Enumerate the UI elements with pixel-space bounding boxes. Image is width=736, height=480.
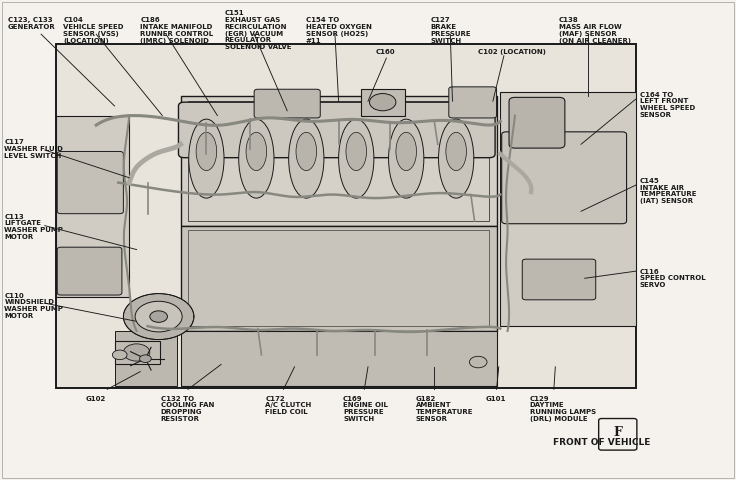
Circle shape	[124, 344, 150, 361]
Bar	[188, 101, 489, 221]
Ellipse shape	[238, 119, 274, 198]
Circle shape	[135, 301, 182, 332]
Text: C186
INTAKE MANIFOLD
RUNNER CONTROL
(IMRC) SOLENOID: C186 INTAKE MANIFOLD RUNNER CONTROL (IMR…	[141, 17, 213, 44]
Text: G102: G102	[85, 396, 105, 402]
Text: FRONT OF VEHICLE: FRONT OF VEHICLE	[553, 438, 651, 447]
FancyBboxPatch shape	[598, 419, 637, 450]
Ellipse shape	[196, 132, 216, 170]
Bar	[56, 116, 130, 298]
Text: C169
ENGINE OIL
PRESSURE
SWITCH: C169 ENGINE OIL PRESSURE SWITCH	[343, 396, 388, 422]
Text: C113
LIFTGATE
WASHER PUMP
MOTOR: C113 LIFTGATE WASHER PUMP MOTOR	[4, 214, 63, 240]
Ellipse shape	[289, 119, 324, 198]
FancyBboxPatch shape	[523, 259, 595, 300]
Text: C145
INTAKE AIR
TEMPERATURE
(IAT) SENSOR: C145 INTAKE AIR TEMPERATURE (IAT) SENSOR	[640, 178, 697, 204]
Ellipse shape	[339, 119, 374, 198]
Text: C102 (LOCATION): C102 (LOCATION)	[478, 48, 546, 55]
Bar	[361, 89, 405, 116]
FancyBboxPatch shape	[57, 247, 122, 295]
FancyBboxPatch shape	[254, 89, 320, 118]
Text: C151
EXHAUST GAS
RECIRCULATION
(EGR) VACUUM
REGULATOR
SOLENOID VALVE: C151 EXHAUST GAS RECIRCULATION (EGR) VAC…	[224, 10, 291, 50]
Text: C160: C160	[375, 48, 395, 55]
Ellipse shape	[296, 132, 316, 170]
Text: C117
WASHER FLUID
LEVEL SWITCH: C117 WASHER FLUID LEVEL SWITCH	[4, 140, 63, 159]
Text: C154 TO
HEATED OXYGEN
SENSOR (HO2S)
#11: C154 TO HEATED OXYGEN SENSOR (HO2S) #11	[305, 17, 372, 44]
Ellipse shape	[446, 132, 467, 170]
FancyBboxPatch shape	[502, 132, 626, 224]
Circle shape	[124, 294, 194, 339]
Circle shape	[140, 355, 152, 362]
Text: C172
A/C CLUTCH
FIELD COIL: C172 A/C CLUTCH FIELD COIL	[265, 396, 311, 415]
Bar	[56, 44, 636, 388]
Circle shape	[150, 311, 168, 323]
Text: C164 TO
LEFT FRONT
WHEEL SPEED
SENSOR: C164 TO LEFT FRONT WHEEL SPEED SENSOR	[640, 92, 695, 118]
Text: C116
SPEED CONTROL
SERVO: C116 SPEED CONTROL SERVO	[640, 269, 705, 288]
Ellipse shape	[439, 119, 474, 198]
Circle shape	[369, 94, 396, 111]
Bar	[180, 331, 497, 386]
Text: C104
VEHICLE SPEED
SENSOR (VSS)
(LOCATION): C104 VEHICLE SPEED SENSOR (VSS) (LOCATIO…	[63, 17, 124, 44]
Bar	[115, 340, 160, 364]
Text: F: F	[613, 426, 622, 439]
Text: C138
MASS AIR FLOW
(MAF) SENSOR
(ON AIR CLEANER): C138 MASS AIR FLOW (MAF) SENSOR (ON AIR …	[559, 17, 631, 44]
Ellipse shape	[188, 119, 224, 198]
Text: C123, C133
GENERATOR: C123, C133 GENERATOR	[8, 17, 56, 30]
FancyBboxPatch shape	[509, 97, 565, 148]
Bar	[188, 230, 489, 326]
Text: C110
WINDSHIELD
WASHER PUMP
MOTOR: C110 WINDSHIELD WASHER PUMP MOTOR	[4, 293, 63, 319]
Bar	[180, 96, 497, 226]
Bar	[180, 226, 497, 331]
Circle shape	[470, 356, 487, 368]
Ellipse shape	[389, 119, 424, 198]
Ellipse shape	[396, 132, 417, 170]
Text: G101: G101	[486, 396, 506, 402]
Text: C132 TO
COOLING FAN
DROPPING
RESISTOR: C132 TO COOLING FAN DROPPING RESISTOR	[161, 396, 214, 422]
Ellipse shape	[246, 132, 266, 170]
Text: C127
BRAKE
PRESSURE
SWITCH: C127 BRAKE PRESSURE SWITCH	[431, 17, 471, 44]
Circle shape	[113, 350, 127, 360]
Text: G182
AMBIENT
TEMPERATURE
SENSOR: G182 AMBIENT TEMPERATURE SENSOR	[416, 396, 473, 422]
Bar	[500, 92, 636, 326]
FancyBboxPatch shape	[57, 152, 124, 214]
FancyBboxPatch shape	[449, 87, 497, 118]
FancyBboxPatch shape	[178, 102, 495, 157]
Ellipse shape	[346, 132, 367, 170]
Bar	[115, 331, 177, 386]
Text: C129
DAYTIME
RUNNING LAMPS
(DRL) MODULE: C129 DAYTIME RUNNING LAMPS (DRL) MODULE	[530, 396, 595, 422]
